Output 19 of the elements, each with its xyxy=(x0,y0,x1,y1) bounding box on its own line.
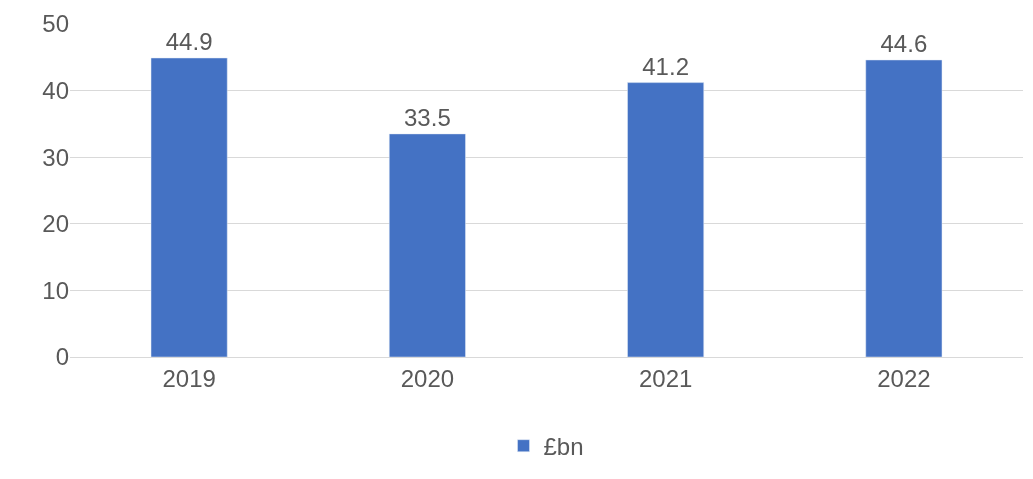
data-label: 41.2 xyxy=(642,52,689,80)
bar xyxy=(627,82,704,357)
x-tick-label: 2019 xyxy=(162,364,216,392)
legend-label: £bn xyxy=(543,433,584,461)
data-label: 44.9 xyxy=(165,27,213,55)
bar xyxy=(865,59,943,357)
y-tick-label: 10 xyxy=(42,276,69,304)
x-tick-label: 2021 xyxy=(638,364,693,392)
y-tick-label: 30 xyxy=(42,143,69,171)
bar xyxy=(389,133,466,357)
data-label: 33.5 xyxy=(404,103,451,131)
x-tick-label: 2020 xyxy=(400,364,455,392)
y-tick-label: 50 xyxy=(42,10,69,38)
data-label: 44.6 xyxy=(880,29,928,57)
bar xyxy=(150,57,228,357)
y-tick-label: 20 xyxy=(42,210,69,238)
x-tick-label: 2022 xyxy=(877,364,931,392)
y-tick-label: 40 xyxy=(42,77,69,104)
y-tick-label: 0 xyxy=(55,343,69,371)
